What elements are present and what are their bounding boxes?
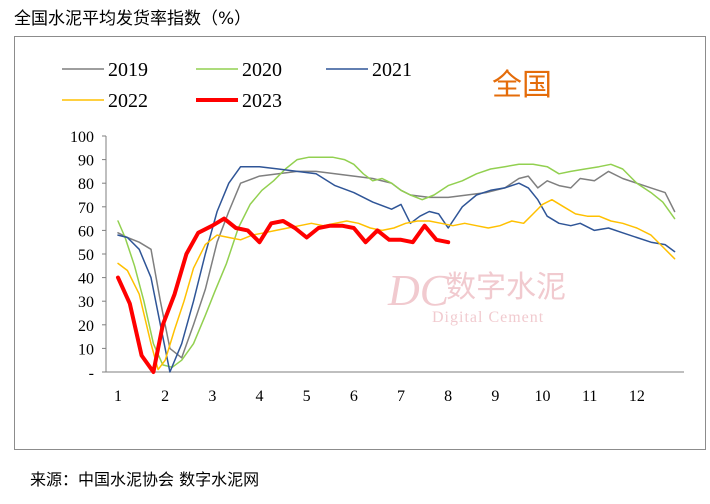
chart-title: 全国水泥平均发货率指数（%）	[14, 9, 252, 29]
legend-label-2021: 2021	[372, 59, 412, 81]
x-tick-label: 11	[582, 388, 597, 405]
series-line-2023	[116, 216, 451, 374]
x-tick-label: 5	[303, 388, 311, 405]
x-tick-label: 3	[208, 388, 216, 405]
x-tick-label: 1	[114, 388, 122, 405]
source-note: 来源：中国水泥协会 数字水泥网	[30, 470, 260, 489]
series-line-2020	[117, 156, 676, 369]
x-tick-labels: 1 2 3 4 5 6 7 8 9 10 11 12	[114, 388, 645, 405]
legend-item-2022: 2022	[62, 90, 148, 112]
x-tick-label: 4	[256, 388, 264, 405]
y-tick-label: 10	[78, 341, 94, 358]
x-tick-label: 8	[444, 388, 452, 405]
legend-item-2019: 2019	[62, 59, 148, 81]
y-tick-label: 40	[78, 271, 94, 288]
y-tick-labels: - 10 20 30 40 50 60 70 80 90 100	[70, 129, 106, 382]
y-tick-label: 30	[78, 294, 94, 311]
y-tick-label: 100	[70, 129, 94, 146]
x-tick-label: 9	[491, 388, 499, 405]
legend-item-2020: 2020	[196, 59, 282, 81]
y-tick-label: 60	[78, 223, 94, 240]
series-lines	[116, 156, 676, 374]
series-line-2021	[117, 165, 676, 373]
legend-label-2022: 2022	[108, 90, 148, 112]
region-label: 全国	[492, 68, 552, 103]
watermark-cn: 数字水泥	[446, 270, 566, 305]
x-tick-label: 6	[350, 388, 358, 405]
series-line-2022	[117, 198, 676, 371]
watermark-logo: DC	[387, 266, 450, 315]
legend-label-2020: 2020	[242, 59, 282, 81]
y-tick-label: 20	[78, 318, 94, 335]
legend: 2019 2020 2021 2022 2023	[62, 59, 412, 112]
watermark-en: Digital Cement	[432, 309, 544, 326]
watermark: DC 数字水泥 Digital Cement	[387, 266, 566, 326]
x-tick-label: 7	[397, 388, 405, 405]
x-tick-label: 10	[535, 388, 551, 405]
x-tick-label: 12	[629, 388, 645, 405]
y-tick-label: -	[89, 365, 94, 382]
legend-item-2021: 2021	[326, 59, 412, 81]
legend-item-2023: 2023	[196, 90, 282, 112]
y-tick-label: 70	[78, 200, 94, 217]
chart-frame	[14, 36, 706, 450]
series-line-2019	[117, 170, 676, 359]
y-tick-label: 50	[78, 247, 94, 264]
legend-label-2019: 2019	[108, 59, 148, 81]
y-tick-label: 80	[78, 176, 94, 193]
legend-label-2023: 2023	[242, 90, 282, 112]
y-tick-label: 90	[78, 153, 94, 170]
x-tick-label: 2	[161, 388, 169, 405]
